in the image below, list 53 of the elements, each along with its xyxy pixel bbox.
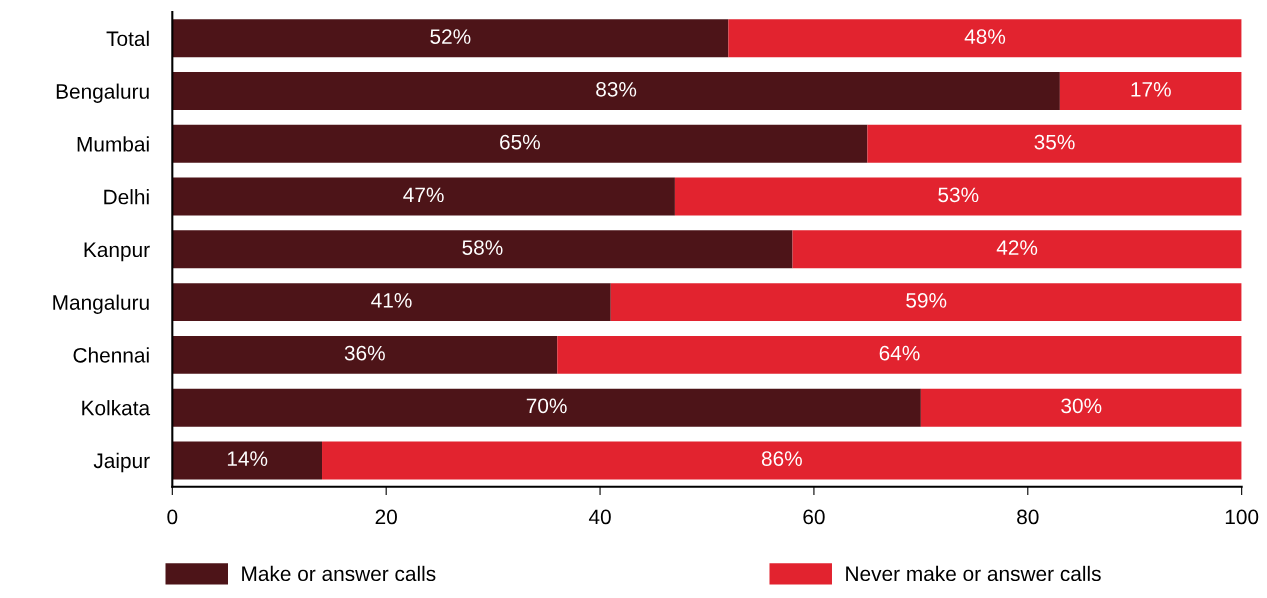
bar bbox=[557, 335, 1242, 374]
data-label: 86% bbox=[761, 451, 802, 466]
bar bbox=[172, 72, 1060, 111]
data-label: 30% bbox=[1061, 398, 1102, 414]
bar bbox=[867, 124, 1242, 163]
y-tick-label: Chennai bbox=[73, 347, 149, 363]
y-tick-label: Total bbox=[106, 30, 149, 47]
data-label: 35% bbox=[1034, 134, 1075, 150]
bar bbox=[728, 19, 1242, 58]
data-label: 59% bbox=[906, 292, 947, 308]
y-tick-label: Bengaluru bbox=[56, 83, 149, 103]
bar bbox=[172, 388, 921, 427]
bar bbox=[1059, 72, 1242, 111]
data-label: 17% bbox=[1131, 82, 1171, 97]
x-tick-label: 40 bbox=[588, 509, 611, 525]
bar bbox=[172, 230, 793, 269]
bar bbox=[172, 283, 611, 322]
data-label: 36% bbox=[344, 345, 385, 361]
y-tick-label: Delhi bbox=[104, 189, 149, 205]
bar bbox=[322, 441, 1242, 480]
data-label: 64% bbox=[879, 345, 920, 361]
bar bbox=[172, 441, 323, 480]
bar bbox=[172, 19, 729, 58]
bar bbox=[674, 177, 1242, 216]
y-tick-label: Mangaluru bbox=[53, 294, 149, 314]
data-label: 47% bbox=[403, 187, 444, 203]
data-label: 41% bbox=[371, 293, 412, 308]
data-label: 52% bbox=[430, 29, 471, 44]
data-label: 14% bbox=[227, 451, 268, 466]
data-label: 83% bbox=[596, 81, 637, 97]
y-tick-label: Kanpur bbox=[84, 242, 150, 262]
data-label: 53% bbox=[938, 187, 979, 203]
x-tick-label: 60 bbox=[803, 509, 825, 525]
data-label: 58% bbox=[462, 240, 503, 255]
x-tick-label: 100 bbox=[1225, 509, 1259, 525]
legend-label: Never make or answer calls bbox=[846, 565, 1101, 582]
y-tick-label: Mumbai bbox=[77, 136, 149, 152]
bar bbox=[172, 124, 868, 163]
x-tick-label: 20 bbox=[375, 509, 397, 525]
bar bbox=[610, 283, 1242, 322]
data-label: 48% bbox=[964, 29, 1006, 44]
legend-label: Make or answer calls bbox=[242, 565, 436, 582]
x-tick-label: 80 bbox=[1017, 509, 1039, 525]
bar bbox=[172, 177, 675, 216]
y-tick-label: Jaipur bbox=[93, 452, 150, 473]
bar bbox=[792, 230, 1242, 269]
x-tick-label: 0 bbox=[167, 509, 178, 525]
data-label: 70% bbox=[526, 398, 567, 414]
data-label: 65% bbox=[500, 134, 540, 150]
y-tick-label: Kolkata bbox=[82, 400, 151, 416]
bar bbox=[172, 335, 558, 374]
data-label: 42% bbox=[996, 240, 1038, 255]
bar bbox=[920, 388, 1242, 427]
